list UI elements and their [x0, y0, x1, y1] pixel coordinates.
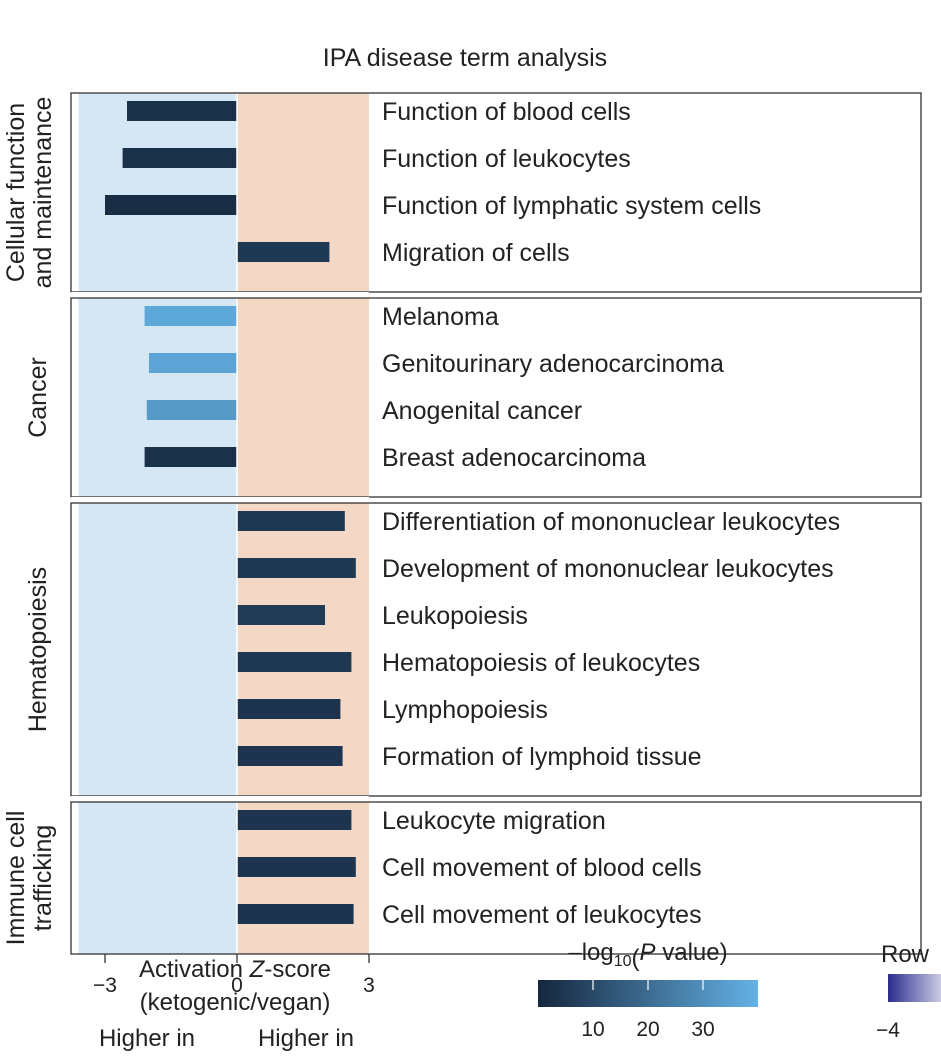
- category-label-genitourinary-adenocarcinoma: Genitourinary adenocarcinoma: [382, 350, 724, 378]
- bar-cell-movement-of-blood-cells: [237, 857, 356, 877]
- category-label-development-of-mononuclear-leukocytes: Development of mononuclear leukocytes: [382, 555, 834, 583]
- colorbar-tick-label: 30: [691, 1018, 714, 1041]
- x-tick-label: 0: [231, 974, 243, 997]
- colorbar-tick-label: 10: [581, 1018, 604, 1041]
- shaded-region-0: [78, 93, 237, 954]
- bar-function-of-lymphatic-system-cells: [105, 195, 237, 215]
- category-label-formation-of-lymphoid-tissue: Formation of lymphoid tissue: [382, 743, 702, 771]
- category-label-differentiation-of-mononuclear-leukocytes: Differentiation of mononuclear leukocyte…: [382, 508, 840, 536]
- bar-function-of-leukocytes: [122, 148, 237, 168]
- bar-cell-movement-of-leukocytes: [237, 904, 354, 924]
- group-gap: [71, 292, 369, 298]
- bar-differentiation-of-mononuclear-leukocytes: [237, 511, 345, 531]
- group-label-cancer: Cancer: [24, 357, 52, 438]
- colorbar-title: –log10(P value): [568, 939, 727, 972]
- category-label-cell-movement-of-blood-cells: Cell movement of blood cells: [382, 854, 702, 882]
- category-label-lymphopoiesis: Lymphopoiesis: [382, 696, 548, 724]
- category-label-cell-movement-of-leukocytes: Cell movement of leukocytes: [382, 901, 702, 929]
- bar-migration-of-cells: [237, 242, 330, 262]
- x-tick-label: −3: [93, 974, 117, 997]
- bar-breast-adenocarcinoma: [144, 447, 237, 467]
- category-label-leukocyte-migration: Leukocyte migration: [382, 807, 606, 835]
- chart-title: IPA disease term analysis: [323, 44, 607, 72]
- group-label-cellular-function: Cellular function: [2, 103, 30, 282]
- category-label-anogenital-cancer: Anogenital cancer: [382, 397, 582, 425]
- bar-development-of-mononuclear-leukocytes: [237, 558, 356, 578]
- bar-melanoma: [144, 306, 237, 326]
- category-label-function-of-blood-cells: Function of blood cells: [382, 98, 631, 126]
- bar-lymphopoiesis: [237, 699, 341, 719]
- group-gap: [71, 497, 369, 503]
- category-label-leukopoiesis: Leukopoiesis: [382, 602, 528, 630]
- direction-label-ketogenic-side: Higher in: [99, 1025, 195, 1052]
- category-label-function-of-lymphatic-system-cells: Function of lymphatic system cells: [382, 192, 761, 220]
- group-label-immune-cell: Immune cell: [2, 811, 30, 946]
- group-frame-hematopoiesis: [70, 502, 922, 797]
- bar-leukopoiesis: [237, 605, 325, 625]
- category-label-function-of-leukocytes: Function of leukocytes: [382, 145, 631, 173]
- colorbar-tick-label: 20: [636, 1018, 659, 1041]
- direction-label-vegan-side: Higher in: [258, 1025, 354, 1052]
- bar-function-of-blood-cells: [127, 101, 237, 121]
- category-label-migration-of-cells: Migration of cells: [382, 239, 570, 267]
- bar-genitourinary-adenocarcinoma: [149, 353, 237, 373]
- category-label-breast-adenocarcinoma: Breast adenocarcinoma: [382, 444, 646, 472]
- row-legend: Row −4: [876, 941, 941, 1042]
- category-label-melanoma: Melanoma: [382, 303, 499, 331]
- row-legend-tick: −4: [876, 1019, 900, 1042]
- group-label-hematopoiesis: Hematopoiesis: [24, 567, 52, 732]
- row-legend-title: Row: [881, 941, 930, 968]
- group-frame-immune-cell-trafficking: [70, 801, 922, 955]
- group-label-and-maintenance: and maintenance: [29, 97, 57, 289]
- bar-leukocyte-migration: [237, 810, 352, 830]
- group-frame-cancer: [70, 297, 922, 498]
- group-gap: [71, 796, 369, 802]
- bar-anogenital-cancer: [146, 400, 237, 420]
- colorbar-legend: –log10(P value) 10 20 30: [538, 939, 758, 1041]
- x-axis-title-line1: Activation Z-score: [139, 956, 331, 983]
- group-label-trafficking: trafficking: [29, 825, 57, 932]
- x-tick-label: 3: [363, 974, 375, 997]
- bar-formation-of-lymphoid-tissue: [237, 746, 343, 766]
- x-axis-title-line2: (ketogenic/vegan): [140, 989, 331, 1016]
- category-label-hematopoiesis-of-leukocytes: Hematopoiesis of leukocytes: [382, 649, 700, 677]
- row-legend-gradient: [888, 974, 941, 1002]
- bar-hematopoiesis-of-leukocytes: [237, 652, 352, 672]
- group-frame-cellular-function-and-maintenance: [70, 92, 922, 293]
